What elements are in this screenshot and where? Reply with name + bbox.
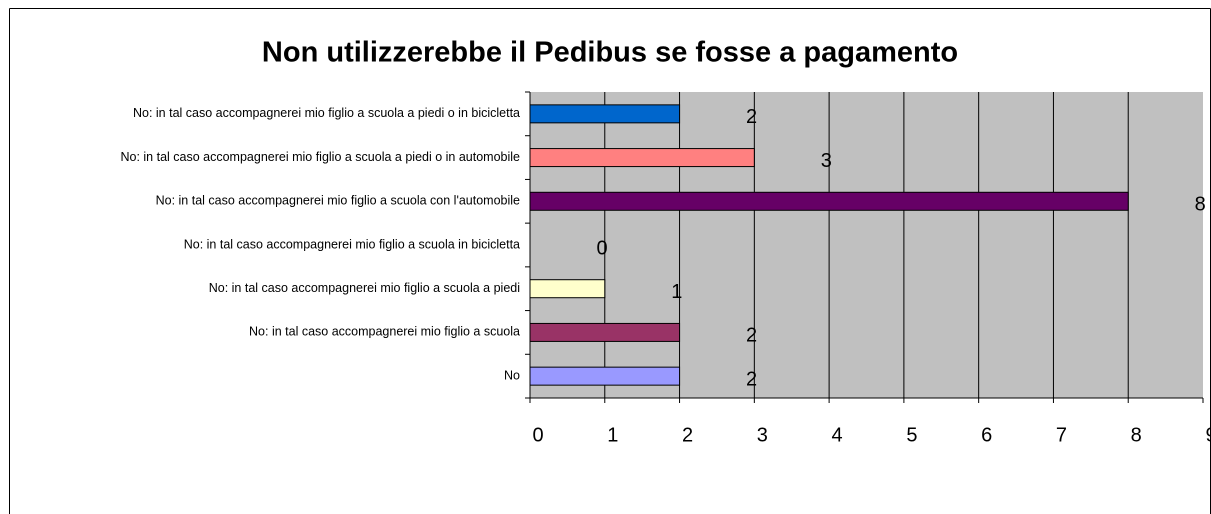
x-tick-label: 9 <box>1205 424 1211 446</box>
y-tick-label: No: in tal caso accompagnerei mio figlio… <box>209 281 520 295</box>
x-tick-label: 4 <box>832 424 843 446</box>
data-label: 0 <box>596 237 607 259</box>
x-tick-label: 0 <box>532 424 543 446</box>
data-label: 2 <box>746 106 757 128</box>
x-tick-label: 8 <box>1131 424 1142 446</box>
data-label: 1 <box>671 281 682 303</box>
x-tick-label: 2 <box>682 424 693 446</box>
chart-title: Non utilizzerebbe il Pedibus se fosse a … <box>262 37 958 69</box>
plot-area <box>530 92 1203 398</box>
bar <box>529 366 681 386</box>
y-tick-label: No: in tal caso accompagnerei mio figlio… <box>156 194 520 208</box>
data-label: 2 <box>746 325 757 347</box>
data-label: 8 <box>1195 194 1206 216</box>
bar <box>529 279 606 299</box>
bar <box>529 322 681 342</box>
y-tick-label: No: in tal caso accompagnerei mio figlio… <box>133 106 520 120</box>
data-label: 3 <box>821 150 832 172</box>
data-label: 2 <box>746 368 757 390</box>
bar <box>529 104 681 124</box>
x-tick-label: 6 <box>981 424 992 446</box>
y-tick-label: No: in tal caso accompagnerei mio figlio… <box>184 237 520 251</box>
x-tick-label: 1 <box>607 424 618 446</box>
bar <box>529 191 1129 211</box>
x-tick-label: 5 <box>906 424 917 446</box>
y-tick-label: No: in tal caso accompagnerei mio figlio… <box>249 325 520 339</box>
bar <box>529 148 755 168</box>
x-tick-label: 7 <box>1056 424 1067 446</box>
y-tick-label: No: in tal caso accompagnerei mio figlio… <box>120 150 520 164</box>
x-tick-label: 3 <box>757 424 768 446</box>
y-tick-label: No <box>504 368 520 382</box>
